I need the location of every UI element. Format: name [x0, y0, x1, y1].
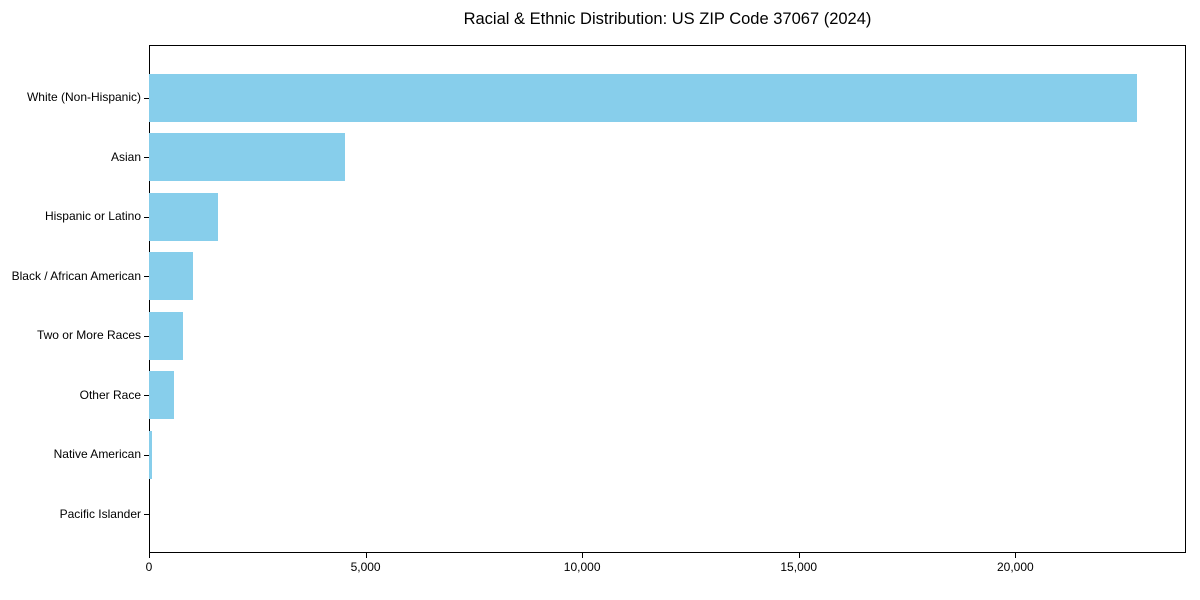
- bar-native-american: [149, 430, 152, 479]
- plot-area: [149, 45, 1186, 553]
- ytick-label-pacific-islander: Pacific Islander: [59, 506, 141, 521]
- xtick-label-15000: 15,000: [780, 560, 818, 574]
- bar-asian: [149, 133, 345, 182]
- xtick-label-20000: 20,000: [996, 560, 1034, 574]
- bar-hispanic-or-latino: [149, 192, 218, 241]
- bar-other-race: [149, 371, 174, 420]
- xtick-label-5000: 5,000: [350, 560, 381, 574]
- xtick-mark: [798, 553, 800, 558]
- ytick-label-other-race: Other Race: [79, 387, 141, 402]
- chart-title: Racial & Ethnic Distribution: US ZIP Cod…: [463, 10, 872, 28]
- ytick-mark: [144, 514, 149, 516]
- ytick-mark: [144, 276, 149, 278]
- ytick-label-asian: Asian: [110, 149, 141, 164]
- xtick-mark: [149, 553, 150, 558]
- ytick-label-two-or-more-races: Two or More Races: [36, 328, 141, 343]
- bar-white-non-hispanic: [149, 73, 1137, 122]
- ytick-label-black-african-american: Black / African American: [11, 268, 141, 283]
- ytick-mark: [144, 395, 149, 397]
- ytick-label-white-non-hispanic: White (Non-Hispanic): [26, 90, 141, 104]
- ytick-mark: [144, 335, 149, 337]
- bar-black-african-american: [149, 252, 194, 301]
- ytick-mark: [144, 157, 149, 159]
- xtick-label-10000: 10,000: [563, 560, 601, 574]
- xtick-mark: [582, 553, 584, 558]
- ytick-mark: [144, 216, 149, 218]
- ytick-mark: [144, 97, 149, 99]
- xtick-mark: [1015, 553, 1017, 558]
- xtick-mark: [365, 553, 367, 558]
- xtick-label-0: 0: [145, 560, 153, 574]
- bar-two-or-more-races: [149, 311, 184, 360]
- ytick-label-native-american: Native American: [53, 447, 141, 462]
- ytick-mark: [144, 454, 149, 456]
- ytick-label-hispanic-or-latino: Hispanic or Latino: [44, 209, 141, 224]
